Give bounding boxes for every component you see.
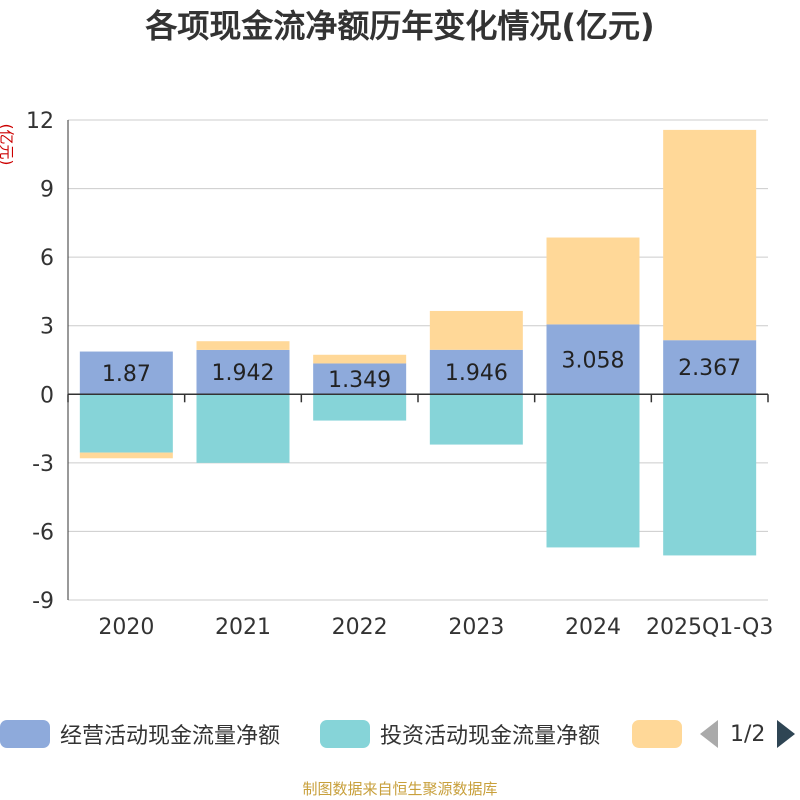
data-label: 1.349	[328, 368, 391, 393]
x-tick-label: 2021	[215, 615, 271, 640]
data-label: 2.367	[678, 356, 741, 381]
legend-page-indicator: 1/2	[730, 721, 766, 747]
legend-label-investing: 投资活动现金流量净额	[380, 724, 601, 749]
x-tick-label: 2023	[448, 615, 504, 640]
legend-item-financing[interactable]	[632, 720, 692, 748]
x-tick-label: 2025Q1-Q3	[646, 615, 773, 640]
bar-series1-2020	[79, 394, 173, 453]
x-tick-label: 2024	[565, 615, 621, 640]
bar-series1-2022	[313, 394, 407, 421]
bar-series0-2021	[196, 349, 290, 395]
bar-series2-2020	[79, 452, 173, 459]
bar-series0-2025Q1-Q3	[663, 340, 757, 395]
bar-series1-2021	[196, 394, 290, 463]
source-note: 制图数据来自恒生聚源数据库	[302, 780, 498, 798]
data-label: 1.942	[212, 361, 275, 386]
x-tick-label: 2020	[98, 615, 154, 640]
legend-next-page-icon[interactable]	[777, 720, 796, 748]
x-tick-label: 2022	[332, 615, 388, 640]
data-label: 1.946	[445, 361, 508, 386]
data-label: 3.058	[562, 348, 625, 373]
bar-series0-2024	[546, 324, 640, 395]
legend-label-operating: 经营活动现金流量净额	[60, 724, 281, 749]
y-tick-label: 3	[40, 315, 54, 340]
legend-swatch-financing	[632, 720, 682, 748]
bar-series2-2021	[196, 341, 290, 350]
y-tick-label: -9	[32, 589, 54, 614]
y-tick-label: -6	[32, 520, 54, 545]
chart-title: 各项现金流净额历年变化情况(亿元)	[145, 7, 655, 45]
bar-series1-2023	[429, 394, 523, 445]
bar-series2-2023	[429, 310, 523, 350]
legend-prev-page-icon[interactable]	[700, 720, 718, 748]
legend-item-investing[interactable]: 投资活动现金流量净额	[320, 720, 601, 749]
bar-series1-2025Q1-Q3	[663, 394, 757, 556]
bar-series0-2023	[429, 349, 523, 395]
y-tick-label: 12	[26, 109, 54, 134]
bar-series0-2020	[79, 351, 173, 395]
bar-series2-2024	[546, 237, 640, 325]
legend-item-operating[interactable]: 经营活动现金流量净额	[0, 720, 281, 749]
bar-series1-2024	[546, 394, 640, 548]
y-tick-label: -3	[32, 452, 54, 477]
y-tick-label: 6	[40, 246, 54, 271]
bar-series2-2022	[313, 354, 407, 364]
bar-series0-2022	[313, 363, 407, 395]
legend: 经营活动现金流量净额 投资活动现金流量净额 1/2	[0, 714, 800, 754]
y-tick-label: 9	[40, 178, 54, 203]
legend-swatch-operating	[0, 720, 50, 748]
data-label: 1.87	[102, 362, 151, 387]
y-tick-label: 0	[40, 383, 54, 408]
bar-series2-2025Q1-Q3	[663, 129, 757, 341]
legend-swatch-investing	[320, 720, 370, 748]
legend-pager: 1/2	[700, 718, 796, 750]
